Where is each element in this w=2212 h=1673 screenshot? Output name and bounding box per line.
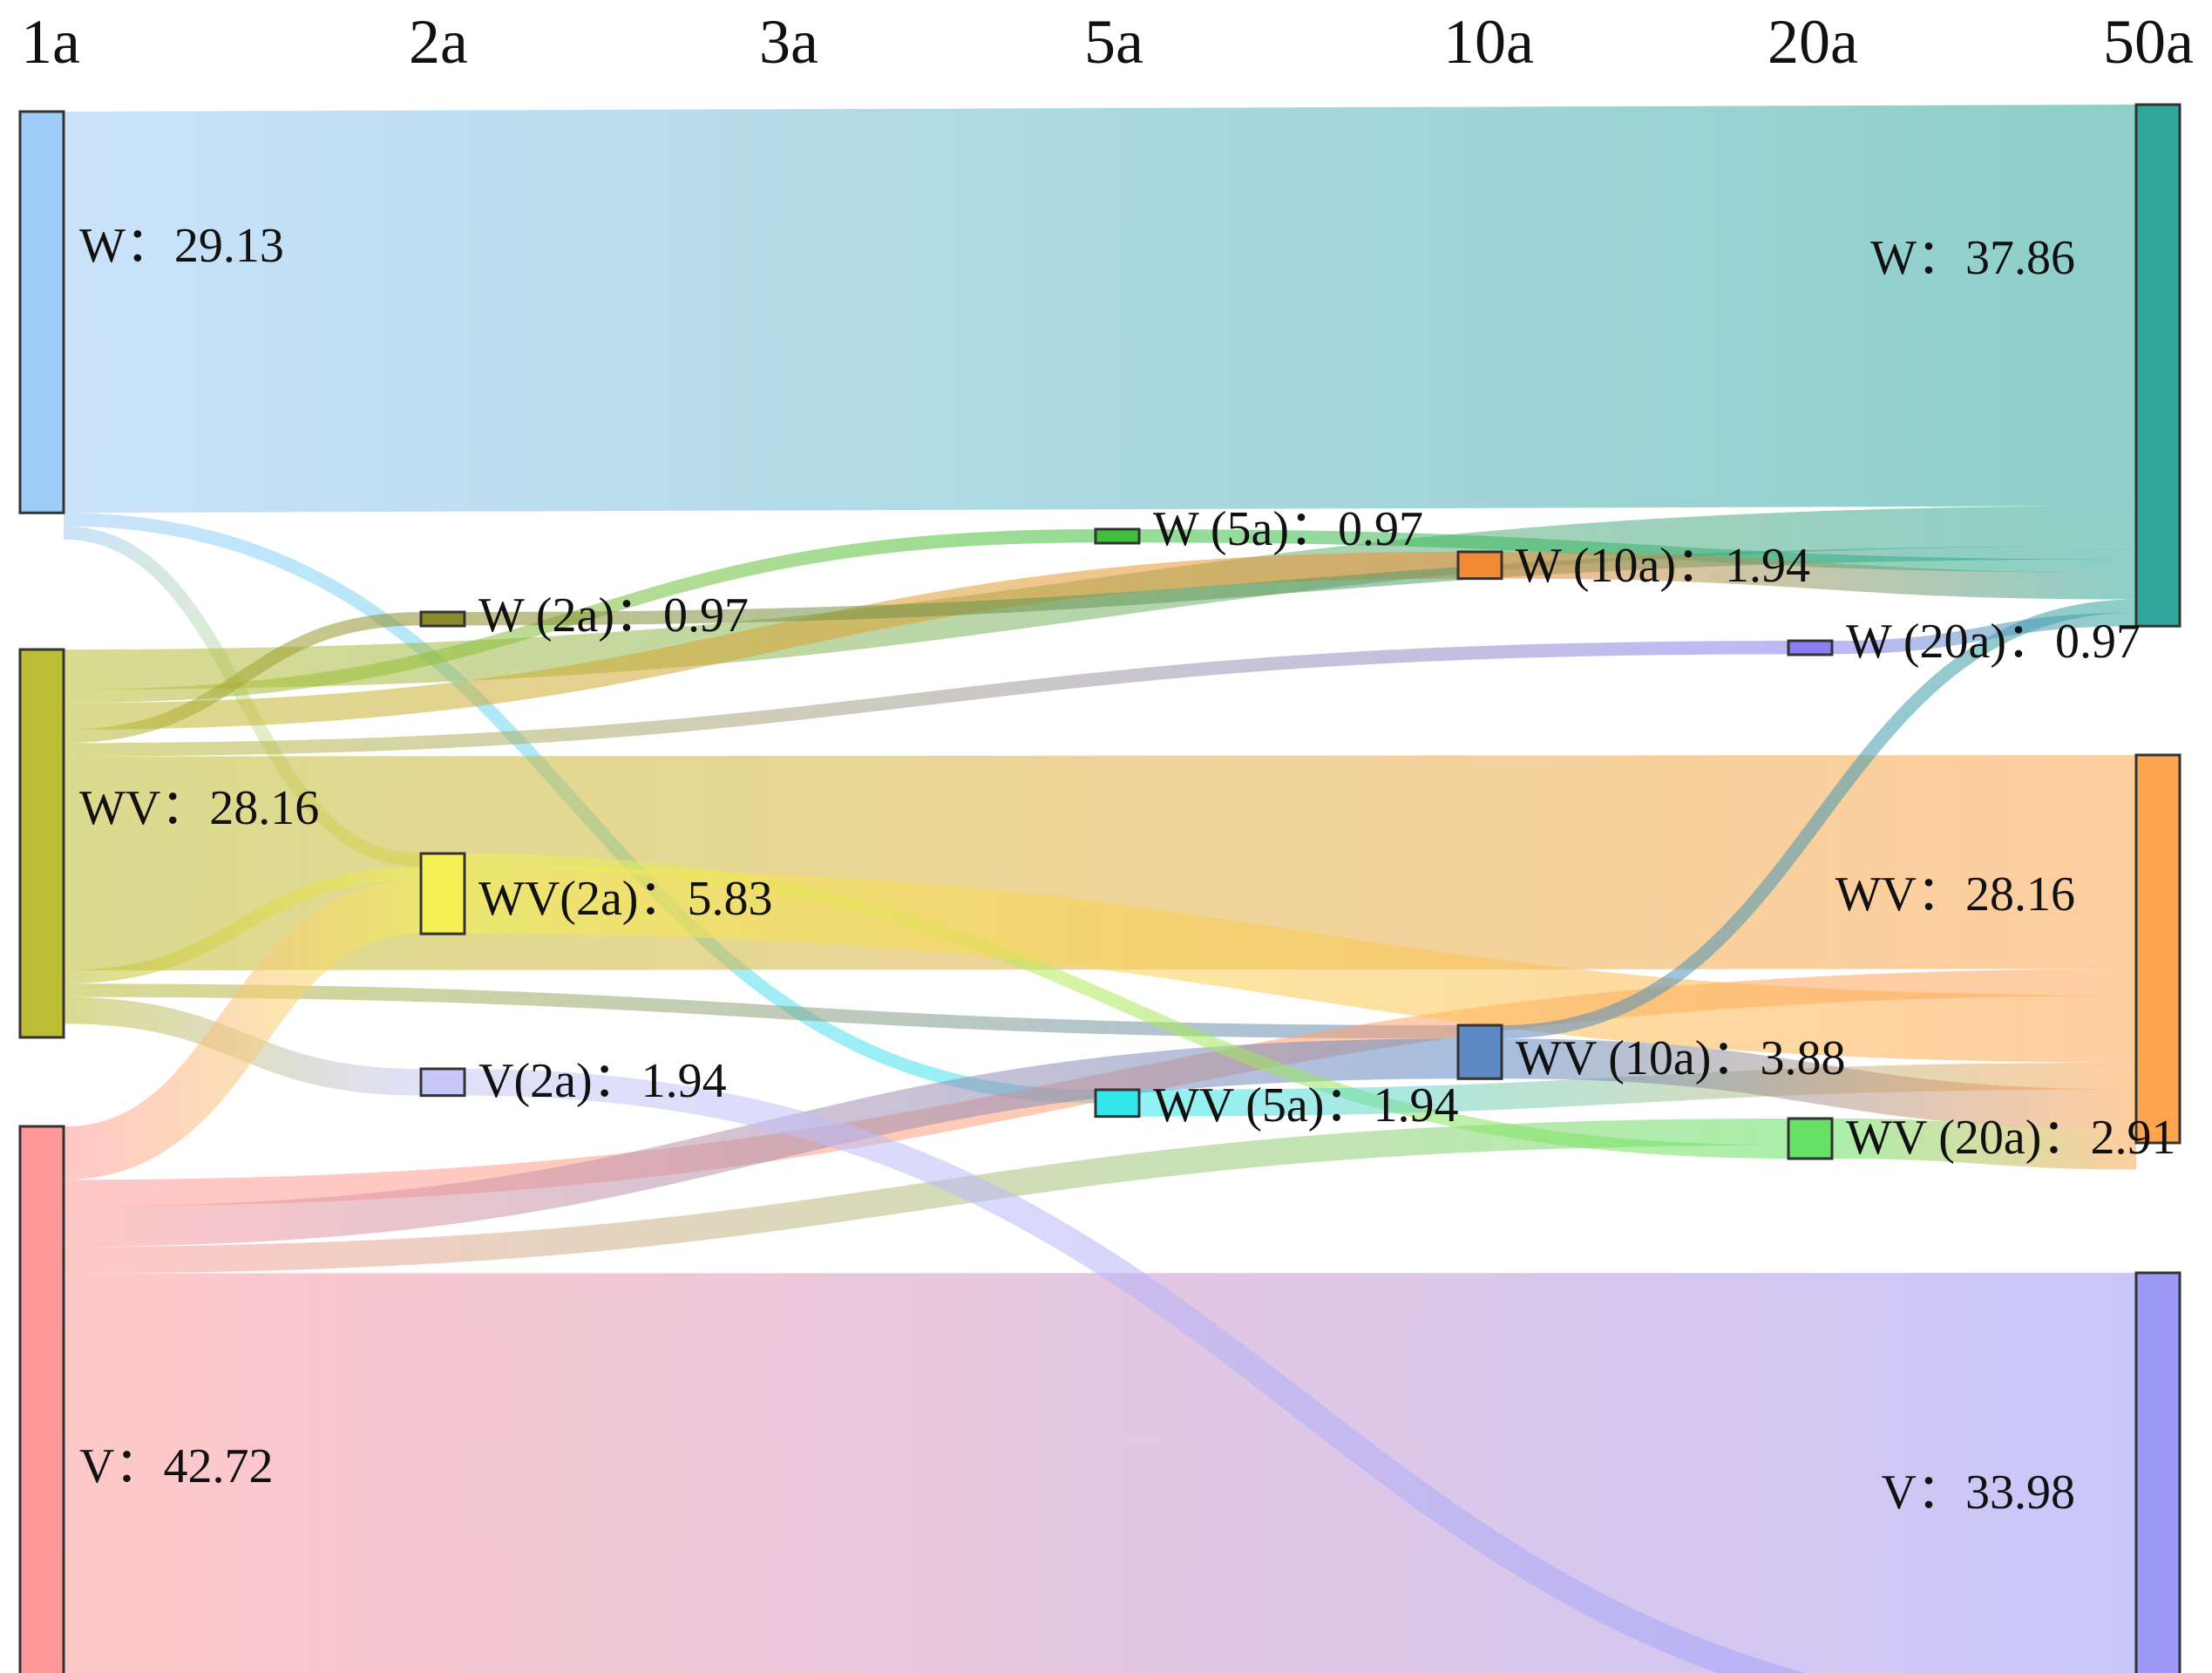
- node-wv-10a: [1456, 1024, 1503, 1080]
- node-w-50a: [2134, 103, 2181, 628]
- node-label-w-5a: W (5a)：0.97: [1153, 502, 1423, 556]
- node-w-1a: [18, 110, 65, 514]
- node-w-20a: [1787, 639, 1834, 656]
- column-header-10a: 10a: [1443, 7, 1534, 77]
- node-v-2a: [419, 1067, 466, 1098]
- flow-link-wv-5a-to-wv-50a: [1138, 1062, 2137, 1117]
- node-label-wv-10a: WV (10a)：3.88: [1516, 1031, 1845, 1085]
- node-w-5a: [1094, 527, 1141, 545]
- node-label-w-1a: W：29.13: [79, 219, 284, 273]
- flow-link-v-1a-to-v-50a: [63, 1273, 2137, 1673]
- node-label-w-20a: W (20a)：0.97: [1846, 615, 2141, 669]
- node-v-50a: [2134, 1271, 2181, 1673]
- links-layer: [62, 105, 2137, 1673]
- flow-link-wv-2a-to-wv-50a: [464, 867, 2137, 1063]
- nodes-layer: [18, 103, 2181, 1673]
- column-header-20a: 20a: [1768, 7, 1858, 77]
- node-label-wv-20a: WV (20a)：2.91: [1846, 1111, 2175, 1165]
- node-label-v-50a: V：33.98: [1882, 1466, 2075, 1520]
- node-label-wv-2a: WV(2a)：5.83: [478, 872, 772, 926]
- flow-link-w-20a-to-w-50a: [1831, 612, 2137, 655]
- flow-link-wv-1a-to-w-10a: [63, 552, 1459, 730]
- node-wv-1a: [18, 648, 65, 1039]
- node-label-w-50a: W：37.86: [1870, 231, 2075, 285]
- flow-link-v-1a-to-wv-2a: [62, 880, 423, 1180]
- flow-link-w-5a-to-w-50a: [1138, 529, 2137, 573]
- node-label-v-1a: V：42.72: [79, 1439, 273, 1493]
- node-wv-5a: [1094, 1088, 1141, 1119]
- node-wv-20a: [1787, 1117, 1834, 1160]
- node-label-wv-5a: WV (5a)：1.94: [1153, 1078, 1458, 1132]
- node-label-v-2a: V(2a)：1.94: [478, 1054, 727, 1108]
- column-header-50a: 50a: [2103, 7, 2194, 77]
- flow-link-wv-1a-to-wv-2a: [63, 867, 422, 984]
- flow-link-wv-20a-to-wv-50a: [1831, 1119, 2137, 1170]
- node-w-10a: [1456, 550, 1503, 581]
- node-label-w-2a: W (2a)：0.97: [478, 588, 749, 643]
- node-label-wv-50a: WV：28.16: [1835, 867, 2075, 922]
- node-wv-50a: [2134, 753, 2181, 1145]
- flow-link-v-1a-to-wv-10a: [63, 1038, 1459, 1247]
- node-v-1a: [18, 1125, 65, 1673]
- column-header-layer: 1a 2a 3a 5a 10a 20a 50a: [21, 7, 2194, 77]
- flow-link-wv-1a-to-w-20a: [63, 641, 1789, 757]
- labels-layer: W：29.13 WV：28.16 V：42.72 W (2a)：0.97 WV(2a)：…: [79, 219, 2175, 1520]
- node-label-wv-1a: WV：28.16: [79, 781, 319, 835]
- flow-link-wv-10a-to-wv-50a: [1501, 1038, 2137, 1130]
- flow-link-v-1a-to-wv-20a: [63, 1119, 1789, 1274]
- flow-link-v-2a-to-v-50a: [464, 1069, 1806, 1673]
- node-w-2a: [419, 610, 466, 628]
- flow-link-wv-1a-to-w-2a: [63, 612, 422, 744]
- column-header-1a: 1a: [21, 7, 80, 77]
- node-wv-2a: [419, 852, 466, 935]
- column-header-2a: 2a: [409, 7, 468, 77]
- column-header-3a: 3a: [759, 7, 818, 77]
- flow-link-w-1a-to-w-50a: [63, 105, 2137, 513]
- flow-link-w-10a-to-w-50a: [1501, 552, 2137, 600]
- node-label-w-10a: W (10a)：1.94: [1516, 539, 1810, 593]
- column-header-5a: 5a: [1084, 7, 1143, 77]
- flow-link-wv-1a-to-wv-50a: [63, 755, 2137, 970]
